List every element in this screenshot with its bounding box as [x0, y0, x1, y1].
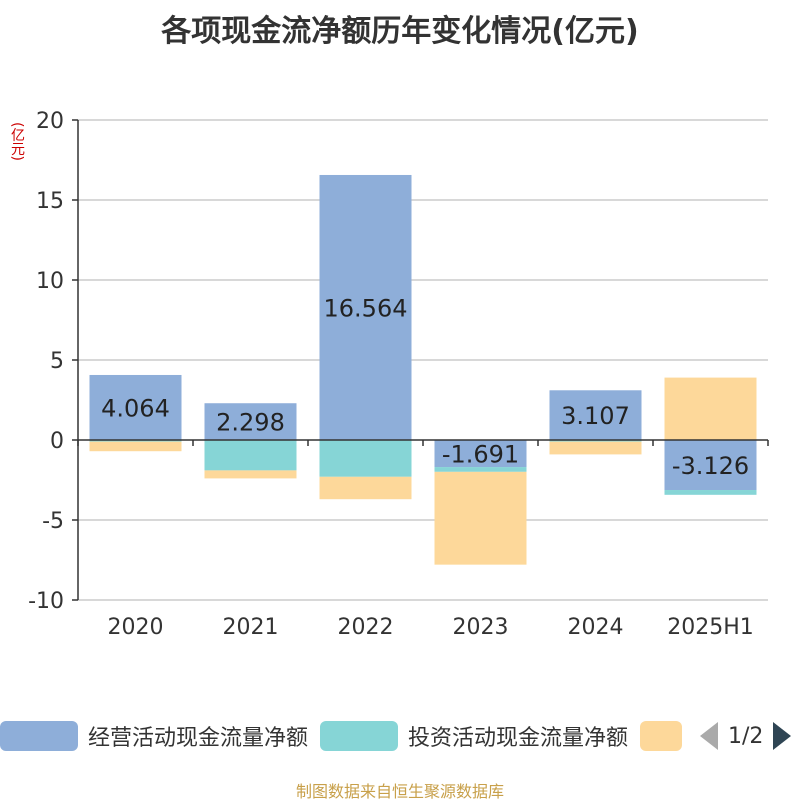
bar-2021-series-1 [204, 440, 297, 471]
bar-2022-series-0 [319, 174, 412, 440]
x-tick-label: 2022 [338, 615, 394, 640]
legend-swatch-operating [0, 721, 78, 751]
x-tick-label: 2023 [453, 615, 509, 640]
y-axis-unit: (亿元) [9, 122, 25, 161]
bar-2024-series-0 [549, 390, 642, 440]
bar-2024-series-2 [549, 441, 642, 455]
bar-2022-series-2 [319, 476, 412, 500]
bar-2023-series-0 [434, 440, 527, 468]
data-source: 制图数据来自恒生聚源数据库 [295, 782, 504, 801]
y-tick-label: -5 [42, 509, 64, 534]
legend-swatch-third [640, 721, 682, 751]
legend-item-third[interactable] [640, 716, 682, 756]
legend: 经营活动现金流量净额 投资活动现金流量净额 [0, 716, 800, 756]
bar-2025H1-series-2 [664, 377, 757, 440]
bar-2023-series-2 [434, 471, 527, 565]
bar-2023-series-1 [434, 467, 527, 472]
legend-swatch-investing [320, 721, 398, 751]
legend-item-investing[interactable]: 投资活动现金流量净额 [320, 716, 628, 756]
x-tick-label: 2024 [568, 615, 624, 640]
y-tick-label: 10 [36, 269, 64, 294]
grid-lines [78, 119, 768, 601]
prev-page-icon[interactable] [700, 722, 718, 750]
bar-2022-series-1 [319, 440, 412, 477]
y-tick-label: 5 [50, 349, 64, 374]
bar-2024-series-1 [549, 440, 642, 442]
next-page-icon[interactable] [773, 722, 792, 750]
data-label-2020: 4.064 [101, 394, 170, 422]
bar-2025H1-series-1 [664, 490, 757, 495]
y-tick-label: 15 [36, 189, 64, 214]
bar-2020-series-1 [89, 440, 182, 442]
bars [89, 174, 757, 565]
legend-page-indicator: 1/2 [728, 723, 764, 749]
y-tick-label: -10 [28, 589, 64, 614]
bar-2021-series-2 [204, 470, 297, 479]
chart-title: 各项现金流净额历年变化情况(亿元) [161, 14, 639, 49]
y-tick-label: 20 [36, 109, 64, 134]
bar-chart: 4.064 2.298 16.564 -1.691 3.107 -3.126 -10 -5 0… [28, 109, 769, 640]
bar-2021-series-0 [204, 403, 297, 440]
bar-2020-series-2 [89, 441, 182, 452]
legend-label-investing: 投资活动现金流量净额 [408, 726, 629, 751]
legend-item-operating[interactable]: 经营活动现金流量净额 [0, 716, 308, 756]
y-tick-label: 0 [50, 429, 64, 454]
legend-label-operating: 经营活动现金流量净额 [88, 726, 309, 751]
data-labels: 4.064 2.298 16.564 -1.691 3.107 -3.126 [101, 294, 749, 480]
data-label-2022: 16.564 [324, 294, 408, 322]
bar-2020-series-0 [89, 374, 182, 440]
data-label-2024: 3.107 [561, 402, 630, 430]
data-label-2025H1: -3.126 [672, 452, 749, 480]
x-tick-label: 2021 [223, 615, 279, 640]
x-tick-label: 2020 [108, 615, 164, 640]
legend-pager: 1/2 [700, 716, 800, 756]
data-label-2021: 2.298 [216, 409, 285, 437]
data-label-2023: -1.691 [442, 441, 519, 469]
x-tick-label: 2025H1 [667, 615, 754, 640]
bar-2025H1-series-0 [664, 440, 757, 491]
